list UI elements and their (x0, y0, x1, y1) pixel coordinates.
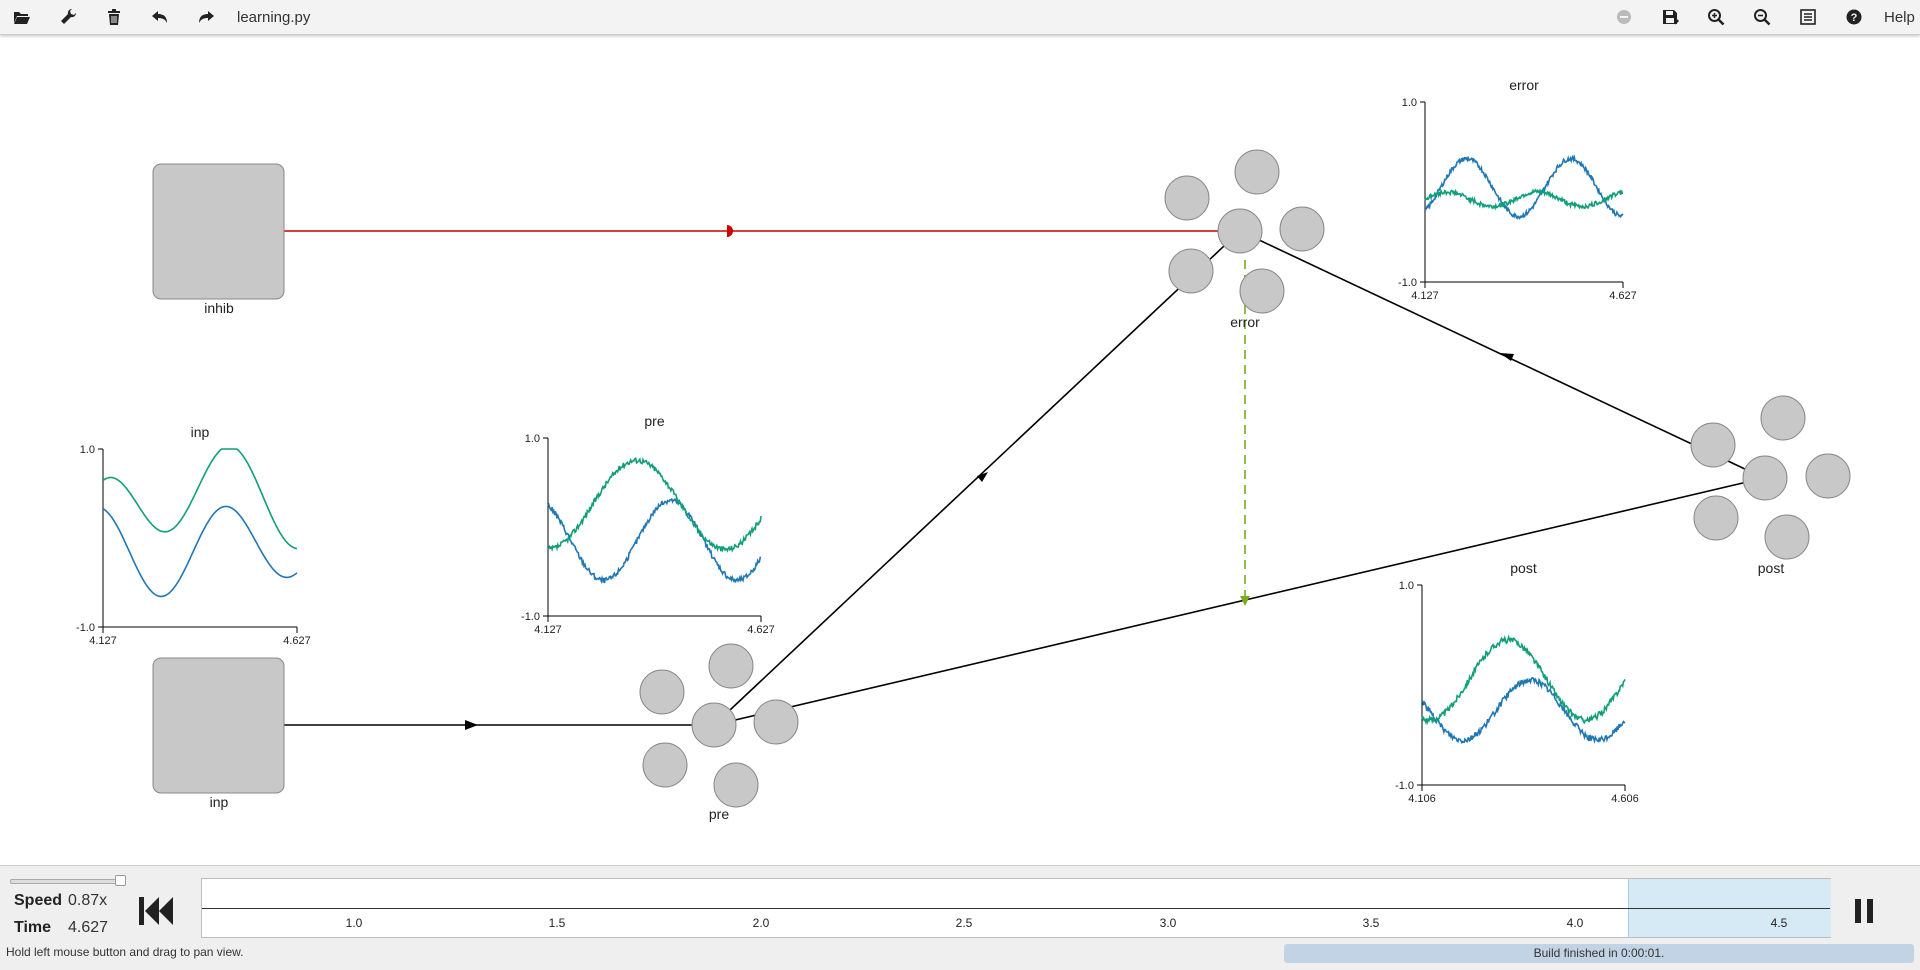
node-label: error (1230, 314, 1260, 330)
folder-open-icon[interactable] (11, 6, 33, 28)
config-icon[interactable] (1797, 6, 1819, 28)
plot-ticks (1417, 584, 1626, 791)
node-label: inhib (204, 300, 234, 316)
plot-series-line (102, 505, 298, 598)
pre-to-error-connection[interactable] (713, 230, 1241, 726)
plot-xmax-label: 4.627 (1609, 290, 1637, 302)
plot-xmin-label: 4.127 (534, 624, 562, 636)
node-label: post (1758, 560, 1785, 576)
plot-title: inp (191, 424, 210, 440)
plot-xmin-label: 4.127 (1411, 290, 1439, 302)
plot-post[interactable]: post 1.0 -1.04.106 4.606 (1395, 560, 1639, 805)
rewind-icon[interactable] (139, 896, 173, 926)
plot-ticks (98, 448, 298, 633)
redo-icon[interactable] (195, 6, 217, 28)
sim-control-bar: Speed 0.87x Time 4.627 1.0 1.5 2.0 2.5 3.0 3.… (0, 865, 1920, 970)
trash-icon[interactable] (103, 6, 125, 28)
node-label: pre (709, 806, 729, 822)
plot-ymin-label: -1.0 (76, 622, 95, 634)
plot-xmax-label: 4.606 (1611, 793, 1639, 805)
timeline-tick-label: 2.0 (752, 916, 770, 930)
connections (284, 225, 1765, 730)
filename: learning.py (237, 9, 311, 26)
post-to-error-connection[interactable] (1239, 230, 1765, 479)
timeline-tick-label: 4.5 (1770, 916, 1788, 930)
plot-series-line (1421, 676, 1626, 745)
status-hint: Hold left mouse button and drag to pan v… (6, 945, 244, 959)
plot-series-line (1424, 154, 1624, 220)
plot-title: error (1509, 77, 1539, 93)
ensemble-error[interactable] (1164, 149, 1325, 314)
time-value: 4.627 (68, 919, 109, 936)
speed-slider[interactable] (10, 879, 122, 884)
toolbar: learning.py ? Help (0, 0, 1920, 35)
help-icon[interactable]: ? (1843, 6, 1865, 28)
node-inhib[interactable] (152, 163, 285, 300)
plot-ymax-label: 1.0 (1399, 580, 1414, 592)
speed-label: Speed (14, 892, 63, 909)
zoom-in-icon[interactable] (1705, 6, 1727, 28)
timeline[interactable]: 1.0 1.5 2.0 2.5 3.0 3.5 4.0 4.5 (201, 878, 1831, 938)
plot-ymin-label: -1.0 (1398, 277, 1417, 289)
node-label: inp (210, 794, 229, 810)
plot-xmin-label: 4.106 (1408, 793, 1436, 805)
build-status: Build finished in 0:00:01. (1284, 944, 1914, 963)
plot-axes (547, 438, 761, 617)
plot-ticks (1420, 101, 1624, 288)
wrench-icon[interactable] (57, 6, 79, 28)
plot-ymax-label: 1.0 (80, 444, 95, 456)
arrow-icon (977, 472, 988, 482)
plot-series-line (547, 456, 762, 553)
plot-ymax-label: 1.0 (1402, 97, 1417, 109)
plot-series-line (1424, 187, 1624, 211)
node-inp[interactable] (152, 657, 285, 794)
time-label: Time (14, 919, 52, 936)
plot-pre[interactable]: pre 1.0 -1.04.127 4.627 (521, 413, 775, 636)
pre-to-post-connection[interactable] (713, 477, 1765, 726)
zoom-out-icon[interactable] (1751, 6, 1773, 28)
plot-ymin-label: -1.0 (1395, 780, 1414, 792)
plot-ymax-label: 1.0 (525, 433, 540, 445)
plot-series-line (547, 497, 762, 585)
timeline-tick-label: 4.0 (1566, 916, 1584, 930)
speed-value: 0.87x (68, 892, 108, 909)
plot-series-line (102, 448, 298, 550)
plot-xmax-label: 4.627 (283, 635, 311, 647)
network-canvas[interactable]: inhib inp pre error post inp1.0-1.04.127… (0, 35, 1920, 865)
arrow-icon (1500, 353, 1514, 361)
timeline-tick-label: 3.0 (1159, 916, 1177, 930)
timeline-tick-label: 1.0 (345, 916, 363, 930)
timeline-tick-label: 2.5 (955, 916, 973, 930)
plot-inp[interactable]: inp 1.0 -1.04.127 4.627 (76, 424, 311, 647)
plot-series-line (1421, 634, 1626, 726)
ensemble-pre[interactable] (639, 643, 799, 808)
plot-title: pre (644, 413, 664, 429)
help-link[interactable]: Help (1884, 9, 1915, 26)
timeline-tick-label: 3.5 (1362, 916, 1380, 930)
pause-icon[interactable] (1853, 898, 1875, 924)
plot-title: post (1510, 560, 1537, 576)
minimap-icon[interactable] (1613, 6, 1635, 28)
undo-icon[interactable] (149, 6, 171, 28)
plot-ymin-label: -1.0 (521, 611, 540, 623)
timeline-tick-label: 1.5 (548, 916, 566, 930)
save-icon[interactable] (1659, 6, 1681, 28)
ensemble-post[interactable] (1690, 395, 1851, 560)
inhibit-marker-icon (727, 225, 733, 237)
plot-xmin-label: 4.127 (89, 635, 117, 647)
speed-slider-handle[interactable] (115, 875, 126, 886)
learning-marker-icon (1240, 596, 1250, 606)
plot-error[interactable]: error 1.0 -1.04.127 4.627 (1398, 77, 1637, 302)
svg-text:?: ? (1851, 12, 1858, 24)
arrow-icon (465, 720, 478, 730)
plot-xmax-label: 4.627 (747, 624, 775, 636)
plot-ticks (543, 437, 762, 622)
